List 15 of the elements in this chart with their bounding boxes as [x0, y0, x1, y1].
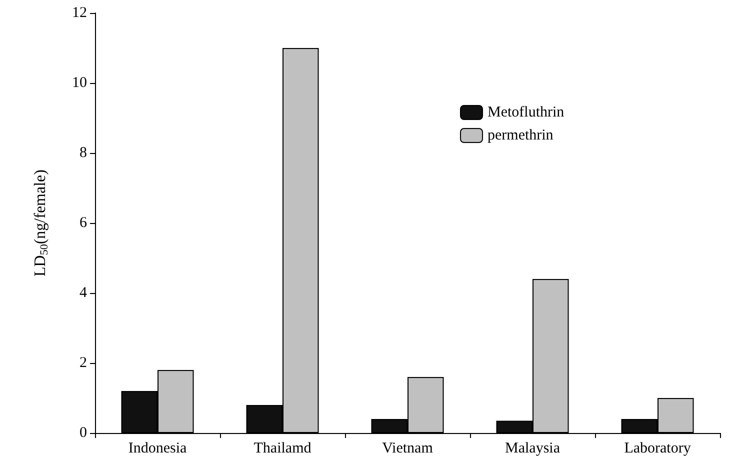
legend-label: Metofluthrin [488, 104, 565, 120]
x-tick-label: Indonesia [128, 440, 187, 456]
y-axis-title: LD50(ng/female) [32, 170, 50, 276]
y-tick-label: 10 [72, 75, 87, 91]
y-tick-label: 8 [80, 145, 87, 161]
legend-label: permethrin [488, 128, 554, 144]
y-tick-label: 2 [80, 355, 87, 371]
x-tick-label: Malaysia [505, 440, 560, 456]
y-tick-label: 4 [80, 285, 88, 301]
y-tick-label: 12 [72, 5, 87, 21]
y-tick-label: 0 [80, 425, 87, 441]
x-tick-label: Thailamd [254, 440, 312, 456]
x-tick-label: Laboratory [624, 440, 692, 456]
y-tick-label: 6 [80, 215, 88, 231]
x-tick-label: Vietnam [382, 440, 434, 456]
